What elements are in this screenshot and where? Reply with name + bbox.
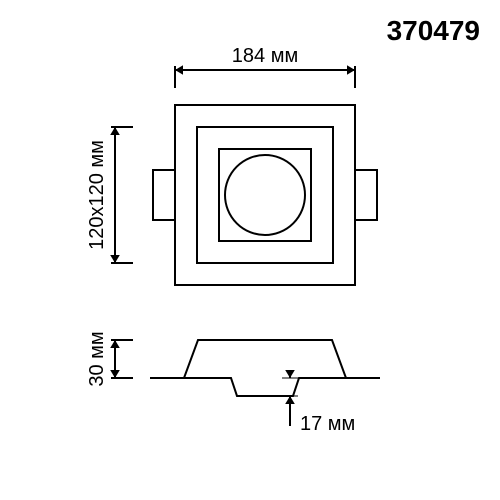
dim-section-cutout: 17 мм: [300, 413, 355, 435]
product-code: 370479: [387, 15, 480, 46]
technical-drawing: 370479 184 мм 120x120 мм 30 мм 17 мм: [0, 0, 500, 500]
dim-section-height: 30 мм: [86, 331, 108, 386]
dim-width-total: 184 мм: [232, 45, 298, 67]
dim-plan-inner: 120x120 мм: [86, 140, 108, 250]
